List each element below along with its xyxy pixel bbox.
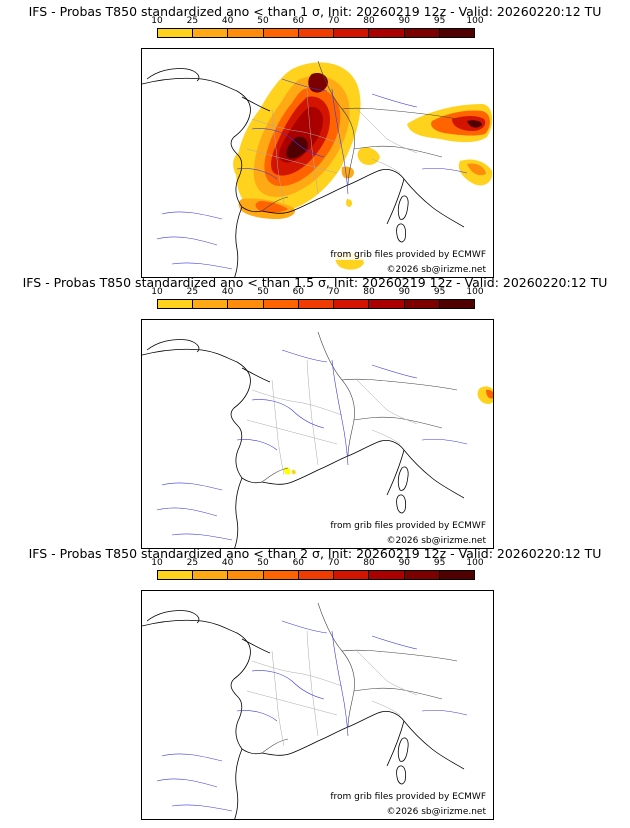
coastlines	[142, 339, 465, 548]
colorbar-swatch	[404, 300, 440, 308]
colorbar-swatch	[228, 571, 264, 579]
colorbar-swatch	[298, 300, 335, 308]
colorbar-ticks: 10 25 40 50 60 70 80 90 95 100	[151, 16, 483, 28]
colorbar-swatch	[193, 29, 229, 37]
map-svg	[142, 331, 493, 548]
panel-title: IFS - Probas T850 standardized ano < tha…	[28, 4, 602, 19]
colorbar-ticks: 10 25 40 50 60 70 80 90 95 100	[151, 287, 483, 299]
colorbar-tick: 90	[398, 16, 411, 26]
colorbar-tick: 10	[151, 16, 163, 26]
colorbar-swatch	[369, 300, 405, 308]
colorbar-swatch	[404, 571, 440, 579]
rivers	[156, 620, 468, 812]
regional-boundaries	[246, 88, 418, 205]
country-borders	[261, 602, 458, 754]
colorbar-tick: 50	[257, 16, 269, 26]
colorbar-tick: 70	[327, 16, 340, 26]
probability-field	[283, 386, 493, 475]
colorbar-tick: 40	[221, 558, 234, 568]
colorbar-swatch	[439, 29, 474, 37]
colorbar-tick: 100	[466, 558, 484, 568]
colorbar-ticks: 10 25 40 50 60 70 80 90 95 100	[151, 558, 483, 570]
colorbar-tick: 80	[363, 16, 375, 26]
probability-field	[233, 62, 493, 270]
panel-title: IFS - Probas T850 standardized ano < tha…	[28, 546, 602, 561]
map-svg	[142, 602, 468, 819]
colorbar-swatch	[263, 29, 299, 37]
colorbar-swatch	[158, 300, 194, 308]
colorbar-tick: 95	[433, 558, 446, 568]
colorbar-swatch	[369, 571, 405, 579]
colorbar-tick: 25	[186, 287, 199, 297]
map-panel-1-5sigma: IFS - Probas T850 standardized ano < tha…	[0, 275, 630, 549]
map-area: from grib files provided by ECMWF ©2026 …	[141, 48, 494, 278]
colorbar-tick: 70	[327, 558, 340, 568]
regional-boundaries	[246, 359, 418, 476]
colorbar-tick: 100	[466, 16, 484, 26]
colorbar	[157, 28, 475, 38]
colorbar-tick: 60	[292, 287, 305, 297]
colorbar-tick: 25	[186, 558, 199, 568]
colorbar-swatch	[228, 29, 264, 37]
data-source-credit: from grib files provided by ECMWF	[328, 521, 488, 531]
colorbar-tick: 40	[221, 287, 234, 297]
country-borders	[261, 60, 458, 212]
colorbar-swatch	[334, 29, 370, 37]
rivers	[156, 78, 468, 270]
map-area: from grib files provided by ECMWF ©2026 …	[141, 590, 494, 820]
colorbar-tick: 40	[221, 16, 234, 26]
country-borders	[261, 331, 458, 483]
colorbar-tick: 60	[292, 16, 305, 26]
copyright-credit: ©2026 sb@irizme.net	[384, 807, 488, 817]
copyright-credit: ©2026 sb@irizme.net	[384, 265, 488, 275]
coastlines	[142, 610, 465, 819]
colorbar-swatch	[439, 300, 474, 308]
colorbar-tick: 80	[363, 287, 375, 297]
colorbar-swatch	[263, 300, 299, 308]
colorbar-tick: 95	[433, 16, 446, 26]
colorbar-swatch	[404, 29, 440, 37]
colorbar-swatch	[439, 571, 474, 579]
colorbar-tick: 90	[398, 287, 411, 297]
colorbar-swatch	[158, 29, 194, 37]
colorbar-swatch	[158, 571, 194, 579]
colorbar-swatch	[369, 29, 405, 37]
colorbar-swatch	[298, 29, 335, 37]
map-svg	[142, 60, 493, 277]
colorbar-swatch	[263, 571, 299, 579]
colorbar-swatch	[228, 300, 264, 308]
rivers	[156, 349, 468, 541]
colorbar-tick: 95	[433, 287, 446, 297]
regional-boundaries	[246, 630, 418, 747]
colorbar-tick: 100	[466, 287, 484, 297]
colorbar-swatch	[193, 300, 229, 308]
colorbar-swatch	[334, 571, 370, 579]
panel-title: IFS - Probas T850 standardized ano < tha…	[22, 275, 608, 290]
map-panel-1sigma: IFS - Probas T850 standardized ano < tha…	[0, 4, 630, 278]
colorbar-tick: 80	[363, 558, 375, 568]
colorbar-tick: 90	[398, 558, 411, 568]
colorbar-swatch	[193, 571, 229, 579]
map-area: from grib files provided by ECMWF ©2026 …	[141, 319, 494, 549]
colorbar-tick: 50	[257, 287, 269, 297]
colorbar-swatch	[298, 571, 335, 579]
data-source-credit: from grib files provided by ECMWF	[328, 250, 488, 260]
colorbar-tick: 25	[186, 16, 199, 26]
colorbar	[157, 570, 475, 580]
colorbar-tick: 50	[257, 558, 269, 568]
colorbar-swatch	[334, 300, 370, 308]
data-source-credit: from grib files provided by ECMWF	[328, 792, 488, 802]
map-panel-2sigma: IFS - Probas T850 standardized ano < tha…	[0, 546, 630, 820]
colorbar-tick: 10	[151, 287, 163, 297]
colorbar-tick: 70	[327, 287, 340, 297]
colorbar-tick: 60	[292, 558, 305, 568]
coastlines	[142, 68, 465, 277]
copyright-credit: ©2026 sb@irizme.net	[384, 536, 488, 546]
colorbar	[157, 299, 475, 309]
colorbar-tick: 10	[151, 558, 163, 568]
